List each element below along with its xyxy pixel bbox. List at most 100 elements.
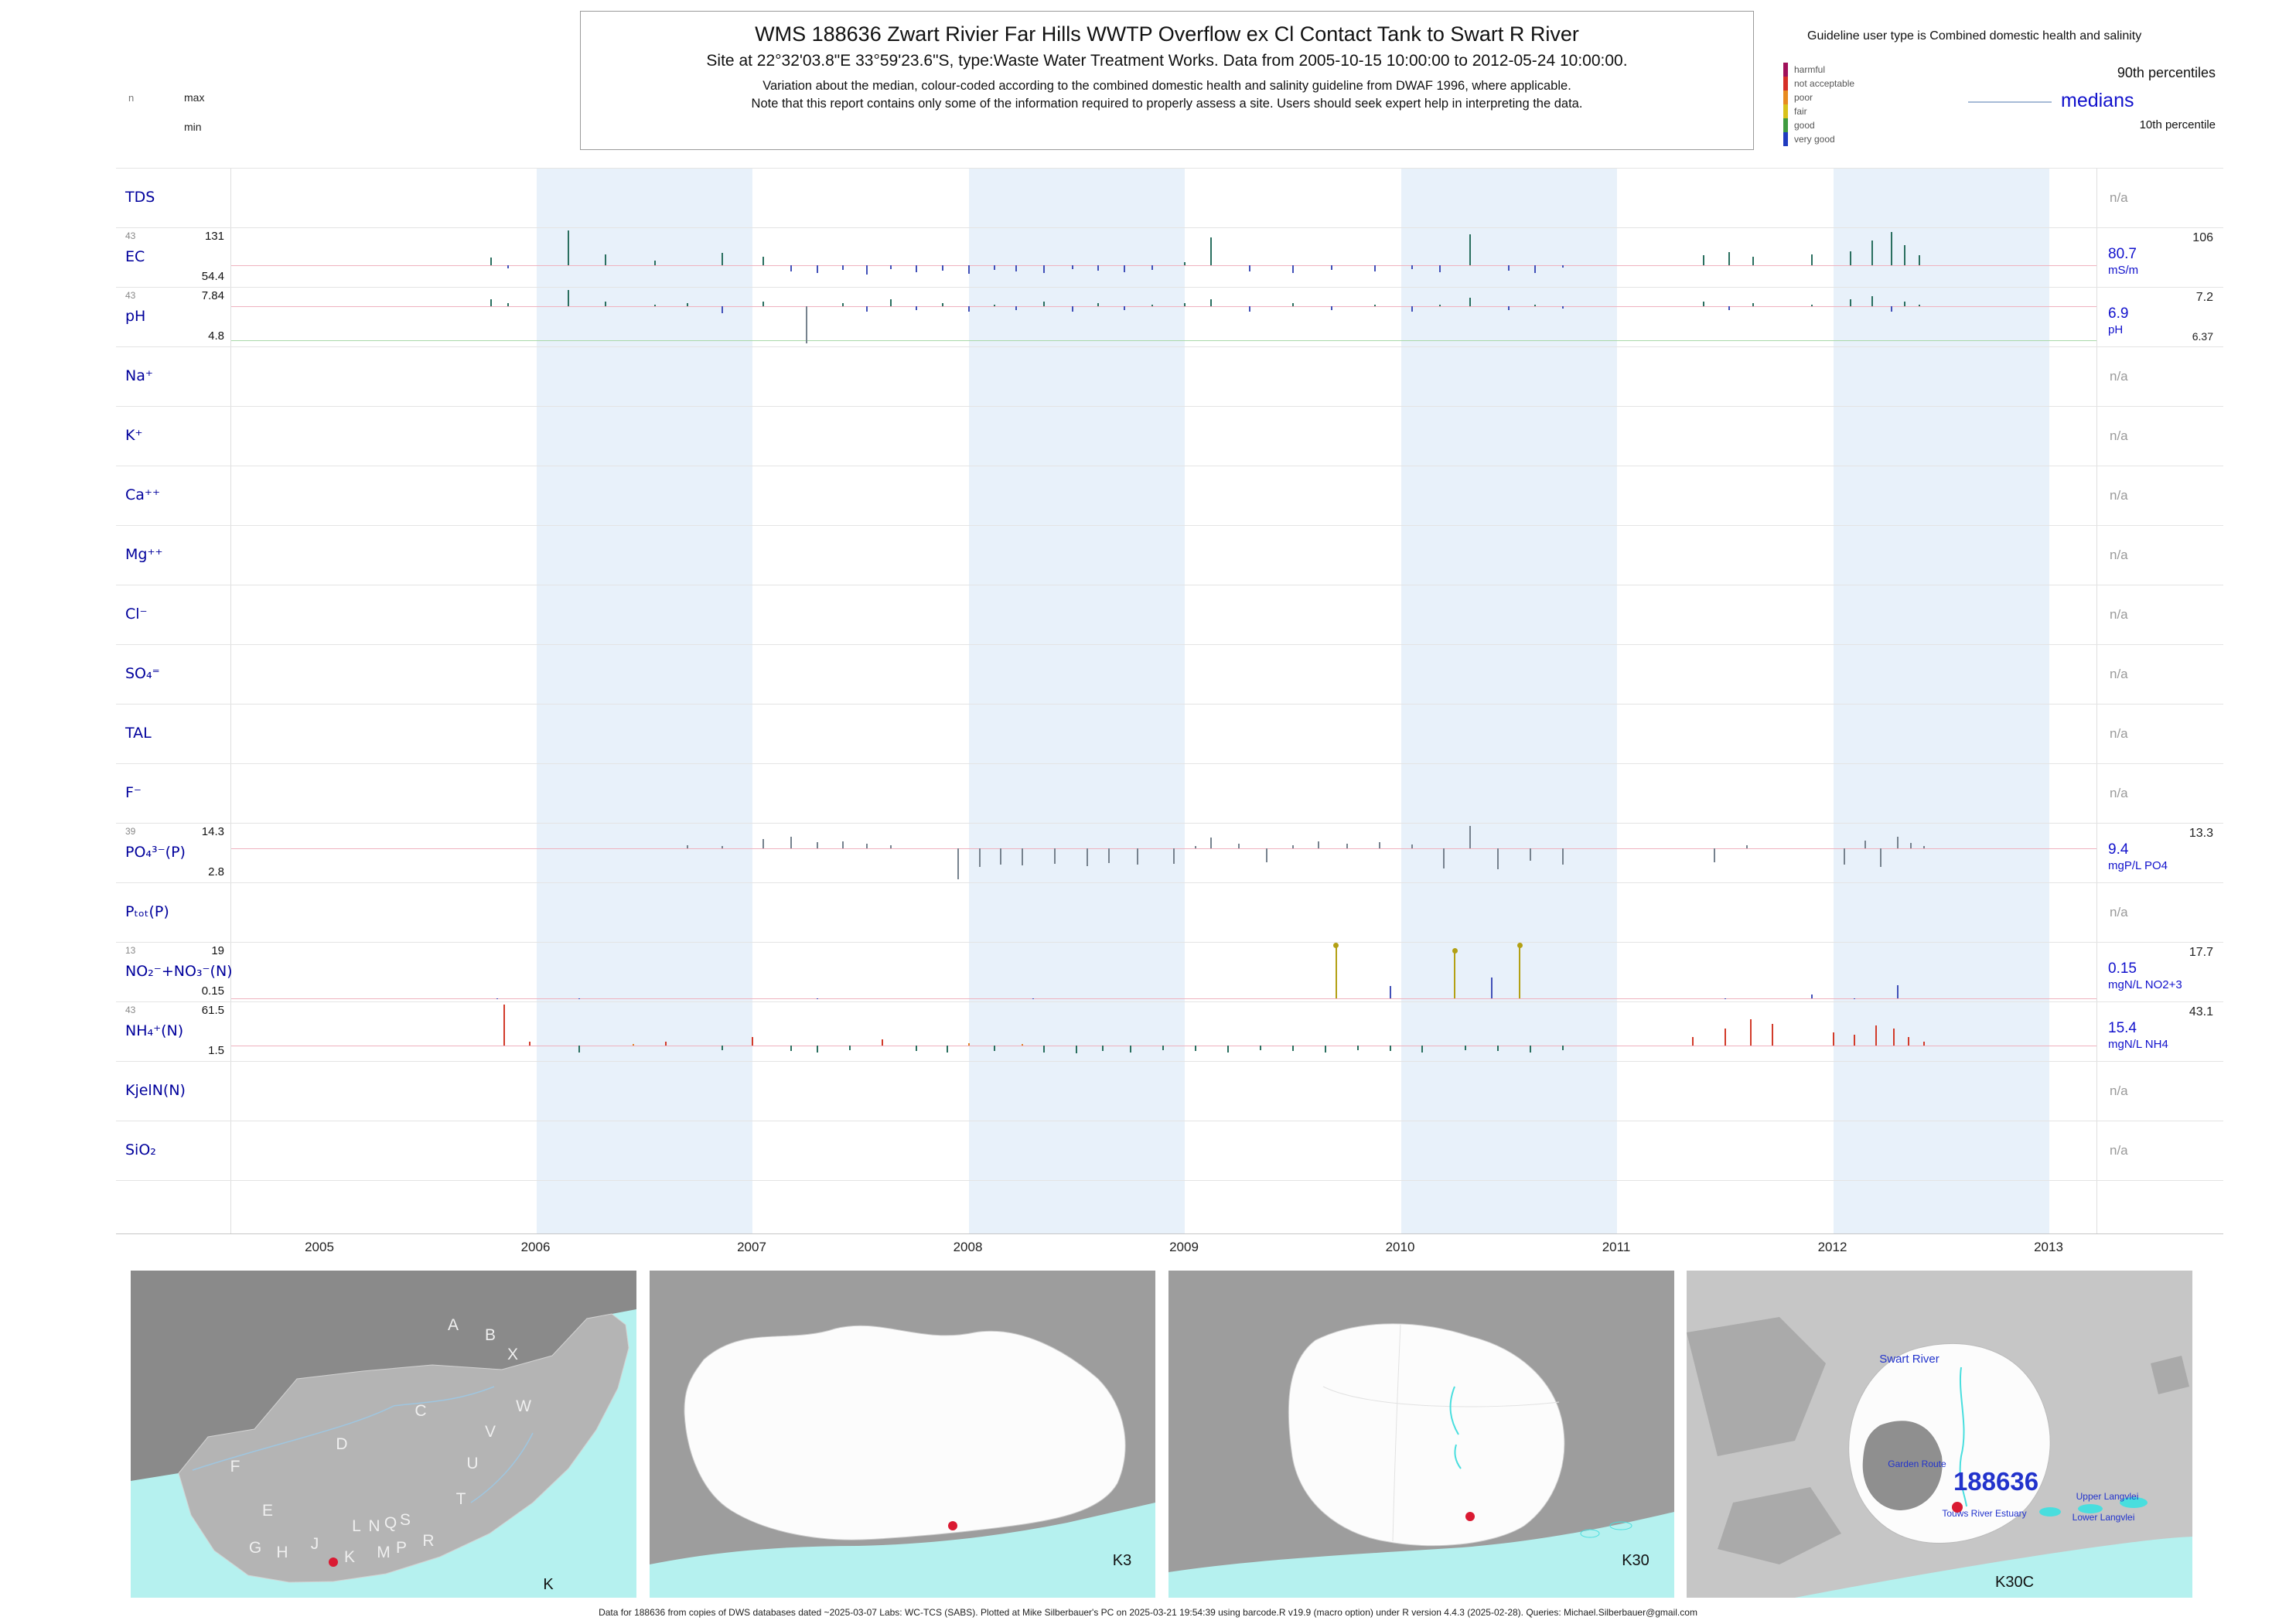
unit-label: mgN/L NH4 bbox=[2108, 1038, 2168, 1051]
sample-bar bbox=[721, 1046, 723, 1051]
sample-bar bbox=[842, 302, 844, 307]
site-marker bbox=[329, 1557, 338, 1567]
site-marker bbox=[1952, 1502, 1963, 1513]
sample-bar bbox=[1854, 998, 1856, 999]
sample-bar bbox=[1123, 306, 1125, 310]
median-value: 0.15 bbox=[2108, 960, 2137, 977]
sample-bar bbox=[1897, 985, 1899, 998]
row-max: 14.3 bbox=[201, 825, 224, 838]
sample-bar bbox=[1195, 1046, 1196, 1052]
guideline-class-label: very good bbox=[1794, 134, 1835, 145]
adjacent-catchment bbox=[2151, 1356, 2189, 1394]
sample-bar bbox=[1291, 844, 1294, 849]
sample-bar bbox=[1101, 1046, 1104, 1052]
sample-bar bbox=[762, 838, 764, 849]
na-value: n/a bbox=[2110, 726, 2128, 741]
sample-bar bbox=[604, 254, 606, 266]
sample-bar bbox=[889, 844, 892, 849]
sample-bar bbox=[1562, 306, 1564, 309]
region-letter-L: L bbox=[352, 1517, 361, 1535]
sample-bar bbox=[1497, 1046, 1499, 1052]
sample-bar bbox=[790, 836, 793, 849]
median-line bbox=[231, 848, 2096, 850]
sample-dot bbox=[1516, 943, 1523, 948]
unit-label: mS/m bbox=[2108, 264, 2139, 277]
key-max-label: max bbox=[184, 91, 205, 104]
row-divider bbox=[116, 346, 2223, 347]
sample-bar bbox=[1097, 265, 1100, 271]
median-value: 15.4 bbox=[2108, 1020, 2137, 1036]
region-letter-D: D bbox=[336, 1435, 347, 1453]
panel-label-k30: K30 bbox=[1622, 1552, 1650, 1569]
sample-bar bbox=[942, 265, 943, 271]
map-panel-k30c: Swart River Garden Route 188636 Touws Ri… bbox=[1687, 1271, 2192, 1598]
report-method-note: Variation about the median, colour-coded… bbox=[762, 79, 1571, 93]
sample-bar bbox=[942, 302, 943, 307]
param-label: K⁺ bbox=[125, 427, 143, 444]
na-value: n/a bbox=[2110, 369, 2128, 384]
sample-bar bbox=[762, 301, 764, 307]
region-letter-A: A bbox=[448, 1316, 459, 1334]
median-line bbox=[231, 998, 2096, 999]
na-value: n/a bbox=[2110, 428, 2128, 443]
region-letter-T: T bbox=[456, 1490, 466, 1508]
row-divider bbox=[116, 227, 2223, 228]
panel-label-k: K bbox=[543, 1576, 554, 1593]
sample-bar bbox=[1043, 265, 1046, 273]
param-label: KjelN(N) bbox=[125, 1082, 186, 1099]
guideline-class-swatch bbox=[1783, 104, 1788, 118]
p90-value: 17.7 bbox=[2189, 946, 2213, 959]
sample-bar bbox=[866, 843, 868, 849]
median-value: 9.4 bbox=[2108, 841, 2129, 858]
sample-bar bbox=[1508, 265, 1510, 271]
param-label: Cl⁻ bbox=[125, 606, 148, 623]
sample-bar bbox=[816, 265, 818, 273]
param-label: NO₂⁻+NO₃⁻(N) bbox=[125, 963, 233, 980]
sample-bar bbox=[1562, 1046, 1564, 1051]
lake bbox=[2078, 1504, 2103, 1513]
upper-langvlei-label: Upper Langvlei bbox=[2076, 1491, 2139, 1502]
guideline-class-labels: harmful not acceptable poor fair good very go… bbox=[1794, 63, 1854, 146]
sample-dot bbox=[1452, 948, 1458, 954]
sample-bar bbox=[1411, 265, 1413, 270]
sample-bar bbox=[790, 1046, 793, 1052]
guideline-class-label: not acceptable bbox=[1794, 78, 1855, 89]
row-divider bbox=[116, 525, 2223, 526]
sample-bar bbox=[1752, 257, 1755, 266]
sample-bar bbox=[1903, 301, 1905, 307]
na-value: n/a bbox=[2110, 667, 2128, 681]
sample-bar bbox=[1843, 848, 1845, 865]
sample-count: 43 bbox=[125, 1005, 136, 1015]
report-title: WMS 188636 Zwart Rivier Far Hills WWTP O… bbox=[755, 22, 1579, 46]
region-letter-F: F bbox=[230, 1458, 241, 1476]
sample-bar bbox=[503, 1005, 505, 1046]
row-max: 19 bbox=[211, 944, 224, 957]
sample-bar bbox=[816, 842, 818, 849]
sample-bar bbox=[721, 306, 723, 314]
year-label: 2009 bbox=[1169, 1240, 1199, 1254]
map-panel-k3: K3 bbox=[650, 1271, 1155, 1598]
ocean bbox=[1795, 1537, 2192, 1598]
sample-bar bbox=[1908, 1037, 1910, 1046]
sample-bar bbox=[1248, 306, 1250, 312]
sample-bar bbox=[916, 306, 918, 310]
region-letter-V: V bbox=[485, 1423, 496, 1441]
map-k30c-svg: Swart River Garden Route 188636 Touws Ri… bbox=[1687, 1271, 2192, 1598]
sample-bar bbox=[967, 1043, 970, 1046]
p90-value: 43.1 bbox=[2189, 1005, 2213, 1018]
param-label: EC bbox=[125, 248, 145, 265]
key-min-label: min bbox=[184, 121, 202, 133]
river-line bbox=[470, 1432, 534, 1503]
row-divider bbox=[116, 942, 2223, 943]
sample-bar bbox=[805, 306, 807, 343]
ocean bbox=[650, 1503, 1155, 1598]
sample-bar bbox=[842, 265, 844, 271]
sample-bar bbox=[1752, 302, 1755, 307]
year-band bbox=[1400, 168, 1617, 1233]
map-k3-svg: K3 bbox=[650, 1271, 1155, 1598]
sample-bar bbox=[1032, 998, 1035, 1000]
sample-bar bbox=[1184, 302, 1186, 307]
sample-bar bbox=[687, 844, 689, 849]
year-band bbox=[536, 168, 752, 1233]
sample-bar bbox=[1331, 306, 1333, 310]
